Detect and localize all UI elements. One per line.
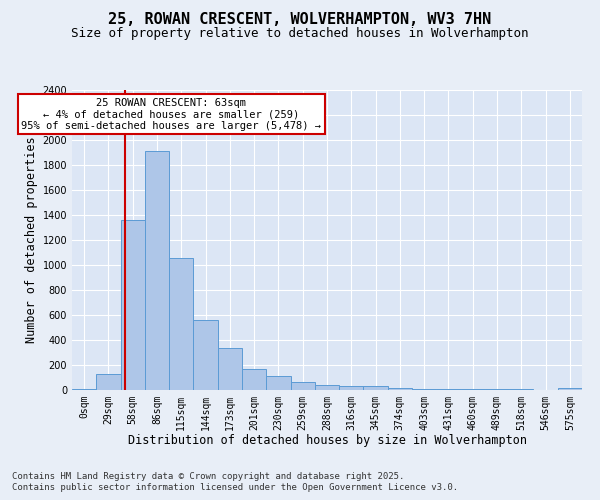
Bar — [436, 389, 461, 390]
Bar — [315, 385, 339, 390]
Bar — [339, 386, 364, 390]
Bar — [388, 388, 412, 390]
Bar — [169, 258, 193, 390]
Text: Contains HM Land Registry data © Crown copyright and database right 2025.: Contains HM Land Registry data © Crown c… — [12, 472, 404, 481]
Bar — [72, 389, 96, 390]
Text: 25, ROWAN CRESCENT, WOLVERHAMPTON, WV3 7HN: 25, ROWAN CRESCENT, WOLVERHAMPTON, WV3 7… — [109, 12, 491, 28]
Bar — [364, 386, 388, 390]
Text: Size of property relative to detached houses in Wolverhampton: Size of property relative to detached ho… — [71, 28, 529, 40]
X-axis label: Distribution of detached houses by size in Wolverhampton: Distribution of detached houses by size … — [128, 434, 527, 448]
Text: Contains public sector information licensed under the Open Government Licence v3: Contains public sector information licen… — [12, 484, 458, 492]
Bar — [121, 220, 145, 390]
Text: 25 ROWAN CRESCENT: 63sqm
← 4% of detached houses are smaller (259)
95% of semi-d: 25 ROWAN CRESCENT: 63sqm ← 4% of detache… — [22, 98, 322, 130]
Y-axis label: Number of detached properties: Number of detached properties — [25, 136, 38, 344]
Bar — [461, 389, 485, 390]
Bar — [193, 320, 218, 390]
Bar — [96, 374, 121, 390]
Bar — [242, 369, 266, 390]
Bar — [266, 376, 290, 390]
Bar — [290, 382, 315, 390]
Bar — [145, 151, 169, 390]
Bar — [412, 389, 436, 390]
Bar — [558, 388, 582, 390]
Bar — [218, 348, 242, 390]
